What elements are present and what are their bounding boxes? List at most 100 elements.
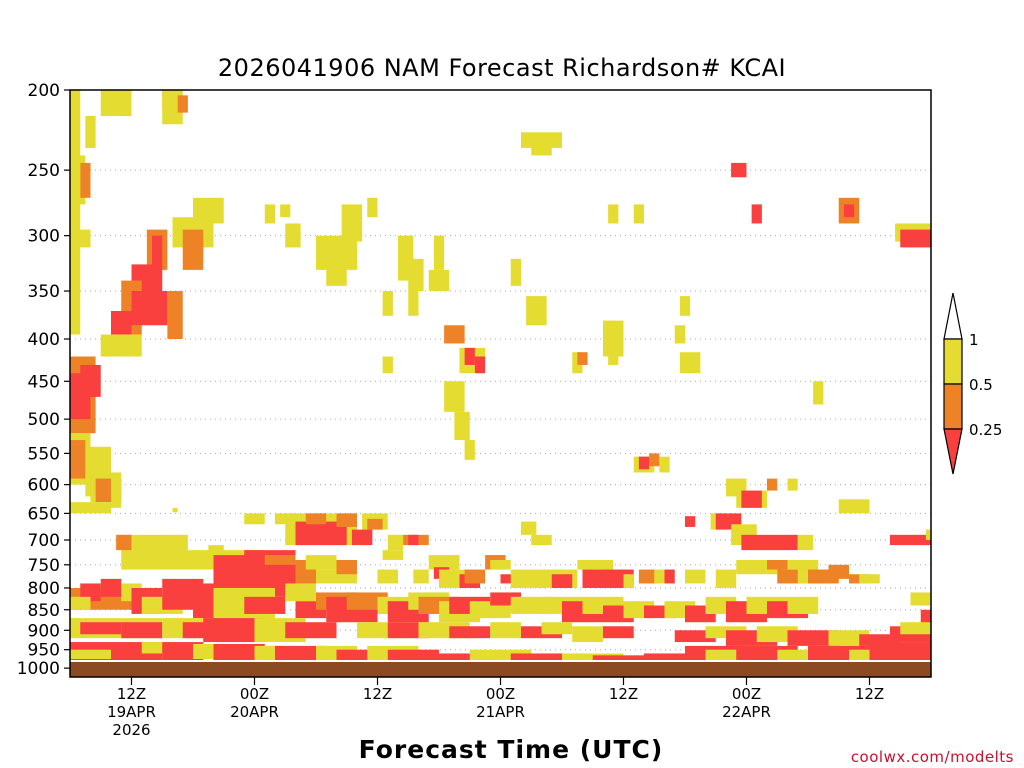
ri-cell-low bbox=[295, 521, 347, 546]
ri-cell-high bbox=[813, 381, 824, 405]
ri-cell-high bbox=[679, 352, 701, 374]
ri-cell-mid bbox=[767, 478, 778, 491]
ri-cell-high bbox=[608, 204, 619, 224]
y-tick-label-800: 800 bbox=[28, 579, 60, 599]
ri-cell-low bbox=[664, 569, 675, 584]
ri-cell-mid bbox=[336, 559, 357, 575]
ri-cell-low bbox=[474, 356, 486, 374]
ri-cell-high bbox=[679, 296, 691, 316]
ri-cell-high bbox=[490, 622, 521, 639]
ri-cell-high bbox=[285, 583, 316, 602]
y-tick-label-900: 900 bbox=[28, 621, 60, 641]
y-tick-label-700: 700 bbox=[28, 531, 60, 551]
ri-cell-low bbox=[751, 204, 762, 224]
ri-cell-low bbox=[685, 516, 696, 527]
ri-cell-high bbox=[787, 478, 798, 491]
ri-cell-high bbox=[326, 258, 347, 286]
ground-edge bbox=[70, 660, 931, 662]
ground-bar bbox=[70, 662, 931, 677]
ri-cell-low bbox=[100, 578, 122, 597]
ri-cell-low bbox=[131, 291, 168, 326]
x-tick-label-5-0: 00Z bbox=[732, 685, 761, 703]
ri-cell-low bbox=[674, 630, 716, 643]
chart-title: 2026041906 NAM Forecast Richardson# KCAI bbox=[218, 54, 786, 82]
y-tick-label-250: 250 bbox=[28, 161, 60, 181]
ri-cell-high bbox=[900, 622, 931, 635]
ri-cell-mid bbox=[828, 564, 849, 579]
ri-cell-high bbox=[387, 534, 404, 551]
ri-cell-high bbox=[280, 204, 291, 218]
x-tick-label-1-1: 20APR bbox=[230, 703, 279, 721]
ri-cell-high bbox=[70, 502, 111, 514]
ri-cell-mid bbox=[193, 235, 204, 259]
ri-cell-low bbox=[920, 609, 931, 627]
ri-cell-mid bbox=[80, 162, 91, 198]
ri-cell-high bbox=[838, 499, 870, 514]
x-tick-label-4-0: 12Z bbox=[609, 685, 638, 703]
legend-label-0: 1 bbox=[969, 331, 979, 349]
ri-cell-low bbox=[203, 618, 265, 643]
ri-cell-high bbox=[910, 592, 931, 606]
ri-cell-mid bbox=[577, 352, 588, 365]
ri-cell-low bbox=[551, 574, 573, 588]
ri-cell-low bbox=[464, 347, 475, 365]
ri-cell-high bbox=[70, 596, 91, 610]
y-tick-label-750: 750 bbox=[28, 556, 60, 576]
ri-cell-mid bbox=[70, 440, 86, 479]
ri-cell-high bbox=[382, 356, 393, 374]
ri-cell-high bbox=[531, 534, 552, 546]
ri-cell-high bbox=[382, 291, 393, 316]
ri-cell-low bbox=[787, 630, 839, 646]
ri-cell-mid bbox=[167, 291, 183, 339]
y-tick-label-850: 850 bbox=[28, 601, 60, 621]
legend-swatch-mid bbox=[943, 383, 963, 430]
ri-cell-low bbox=[449, 626, 491, 639]
ri-cell-high bbox=[367, 197, 378, 218]
ri-cell-high bbox=[382, 550, 404, 560]
ri-cell-high bbox=[100, 334, 142, 357]
ri-cell-high bbox=[490, 559, 511, 570]
legend-bottom-arrow bbox=[943, 428, 963, 475]
ri-cell-mid bbox=[767, 559, 798, 570]
x-tick-label-1-0: 00Z bbox=[240, 685, 269, 703]
ri-cell-high bbox=[510, 569, 542, 588]
ri-cell-high bbox=[674, 325, 685, 344]
ri-cell-mid bbox=[177, 95, 188, 113]
y-tick-label-600: 600 bbox=[28, 476, 60, 496]
ri-cell-high bbox=[428, 269, 450, 292]
y-tick-label-200: 200 bbox=[28, 81, 60, 101]
ri-cell-high bbox=[592, 559, 614, 570]
ri-cell-low bbox=[408, 534, 419, 546]
y-tick-label-350: 350 bbox=[28, 282, 60, 302]
y-tick-label-550: 550 bbox=[28, 444, 60, 464]
ri-cell-high bbox=[111, 472, 122, 508]
x-tick-label-0-0: 12Z bbox=[117, 685, 146, 703]
ri-cell-low bbox=[80, 583, 101, 602]
ri-cell-low bbox=[90, 364, 101, 397]
ri-cell-high bbox=[341, 204, 363, 242]
x-tick-label-5-1: 22APR bbox=[722, 703, 771, 721]
ri-cell-low bbox=[741, 490, 762, 508]
ri-cell-low bbox=[890, 534, 931, 546]
x-tick-label-0-1: 19APR bbox=[107, 703, 156, 721]
ri-cell-low bbox=[275, 645, 327, 663]
ri-cell-high bbox=[715, 569, 737, 588]
ri-cell-low bbox=[152, 235, 163, 270]
ri-cell-low bbox=[843, 204, 855, 218]
ri-cell-high bbox=[526, 296, 547, 326]
ri-cell-high bbox=[141, 642, 173, 654]
legend-swatch-high bbox=[943, 338, 963, 385]
ri-cell-high bbox=[464, 440, 475, 460]
ri-cell-high bbox=[116, 90, 127, 116]
ri-cell-high bbox=[859, 574, 880, 584]
y-tick-label-950: 950 bbox=[28, 641, 60, 661]
ri-cell-high bbox=[244, 513, 265, 525]
ri-cell-high bbox=[264, 204, 275, 224]
ri-cell-high bbox=[454, 411, 470, 441]
ri-cell-low bbox=[244, 596, 286, 614]
ri-cell-high bbox=[608, 343, 619, 365]
ri-cell-low bbox=[859, 634, 901, 646]
ri-cell-low bbox=[213, 643, 265, 663]
